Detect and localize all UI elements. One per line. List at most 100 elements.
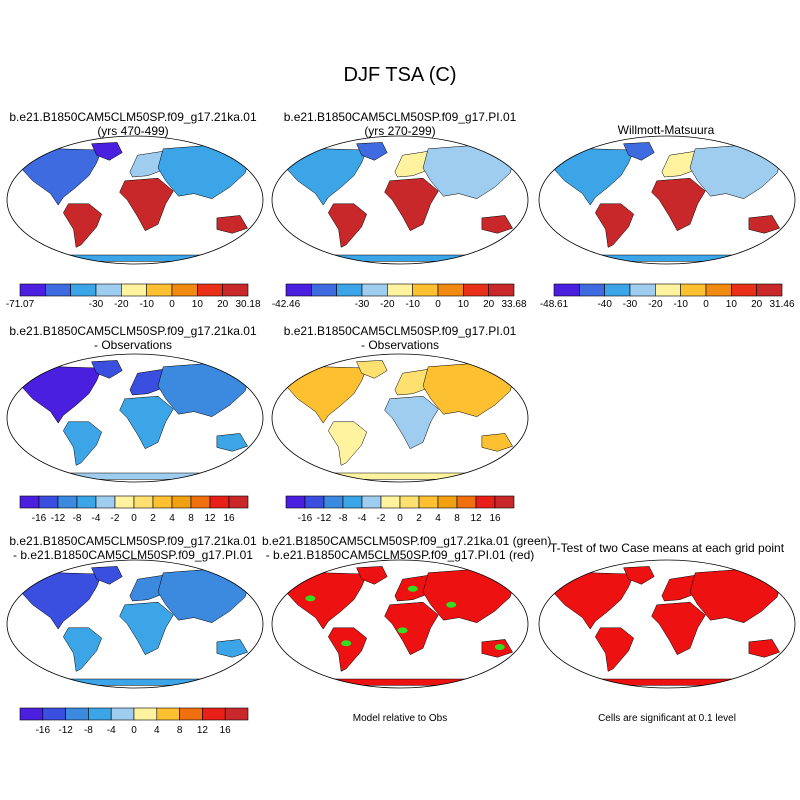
colorbar-4-box-8 bbox=[152, 495, 173, 509]
map-region-antarctica bbox=[39, 254, 231, 262]
map-region-australia bbox=[216, 433, 248, 452]
panel-4-title-line1: b.e21.B1850CAM5CLM50SP.f09_g17.21ka.01 bbox=[9, 324, 257, 338]
colorbar-5-box-4 bbox=[342, 495, 363, 509]
colorbar-5-tick-label: 4 bbox=[435, 513, 441, 524]
map-region-antarctica bbox=[304, 678, 496, 686]
panel-1-title: b.e21.B1850CAM5CLM50SP.f09_g17.21ka.01 (… bbox=[2, 110, 264, 138]
colorbar-4-tick-label: 4 bbox=[169, 513, 175, 524]
map-region-africa bbox=[384, 395, 439, 450]
map-region-greenland bbox=[356, 142, 388, 161]
map-region-australia bbox=[748, 215, 780, 234]
map-region-southamerica bbox=[63, 627, 103, 672]
map-region-australia bbox=[216, 215, 248, 234]
colorbar-4-tick-label: -16 bbox=[32, 513, 47, 524]
map-region-africa bbox=[651, 601, 706, 656]
colorbar-5-box-8 bbox=[418, 495, 439, 509]
map-land-3 bbox=[551, 142, 783, 262]
colorbar-2-tick-label: 10 bbox=[458, 299, 470, 310]
colorbar-2-tick-label: 20 bbox=[483, 299, 495, 310]
colorbar-4-box-6 bbox=[114, 495, 135, 509]
panel-5-title-line2: - Observations bbox=[360, 338, 440, 352]
colorbar-5-box-1 bbox=[285, 495, 306, 509]
panel-7-title-line1: b.e21.B1850CAM5CLM50SP.f09_g17.21ka.01 (… bbox=[262, 534, 552, 548]
map-land-7 bbox=[284, 566, 516, 686]
colorbar-5-tick-label: 16 bbox=[489, 513, 501, 524]
map-region-southamerica bbox=[595, 203, 635, 248]
panel-2-title-line2: (yrs 270-299) bbox=[364, 124, 436, 138]
colorbar-1-box-7 bbox=[171, 283, 198, 297]
map-region-africa bbox=[119, 395, 174, 450]
colorbar-6-tick-label: 4 bbox=[154, 725, 160, 736]
colorbar-1-tick-label: -10 bbox=[139, 299, 154, 310]
colorbar-6-box-9 bbox=[202, 707, 226, 721]
colorbar-4-box-1 bbox=[19, 495, 40, 509]
colorbar-2-min-label: -42.46 bbox=[272, 299, 301, 310]
map-panel-7 bbox=[271, 559, 529, 689]
colorbar-4-tick-label: 0 bbox=[131, 513, 137, 524]
map-region-greenland bbox=[91, 566, 123, 585]
colorbar-2: -30 -20 -10 0 10 20 -42.46 33.68 bbox=[272, 283, 527, 310]
panel-2-title: b.e21.B1850CAM5CLM50SP.f09_g17.PI.01 (yr… bbox=[268, 110, 532, 138]
map-green-cell-1 bbox=[397, 627, 408, 634]
panel-6-title-line1: b.e21.B1850CAM5CLM50SP.f09_g17.21ka.01 bbox=[9, 534, 257, 548]
colorbar-3-tick-label: 0 bbox=[703, 299, 709, 310]
map-region-greenland bbox=[91, 360, 123, 379]
map-region-greenland bbox=[623, 142, 655, 161]
colorbar-6-box-6 bbox=[133, 707, 158, 721]
map-region-antarctica bbox=[571, 254, 763, 262]
colorbar-5-box-5 bbox=[361, 495, 382, 509]
map-green-cell-4 bbox=[446, 601, 457, 608]
colorbar-4-tick-label: -2 bbox=[111, 513, 120, 524]
colorbar-4-tick-label: 16 bbox=[223, 513, 235, 524]
colorbar-6-tick-label: 12 bbox=[197, 725, 209, 736]
colorbar-5-box-12 bbox=[494, 495, 515, 509]
map-region-greenland bbox=[623, 566, 655, 585]
map-region-southamerica bbox=[595, 627, 635, 672]
panel-2-title-line1: b.e21.B1850CAM5CLM50SP.f09_g17.PI.01 bbox=[283, 110, 517, 124]
map-panel-8 bbox=[538, 559, 796, 689]
colorbar-6-box-2 bbox=[42, 707, 66, 721]
colorbar-4-box-7 bbox=[133, 495, 154, 509]
panel-7-title-line2: - b.e21.B1850CAM5CLM50SP.f09_g17.PI.01 (… bbox=[265, 548, 535, 562]
colorbar-5-box-3 bbox=[323, 495, 344, 509]
colorbar-1: -30 -20 -10 0 10 20 -71.07 30.18 bbox=[6, 283, 261, 310]
map-region-australia bbox=[481, 215, 513, 234]
colorbar-6: -16 -12 -8 -4 0 4 8 12 16 bbox=[19, 707, 249, 736]
map-region-antarctica bbox=[39, 472, 231, 480]
colorbar-6-box-3 bbox=[65, 707, 89, 721]
map-region-northamerica bbox=[19, 366, 103, 424]
colorbar-5-box-11 bbox=[475, 495, 496, 509]
colorbar-1-box-9 bbox=[222, 283, 249, 297]
colorbar-4: -16 -12 -8 -4 -2 0 2 4 8 12 16 bbox=[19, 495, 249, 524]
colorbar-1-box-2 bbox=[45, 283, 71, 297]
colorbar-6-box-10 bbox=[224, 707, 249, 721]
colorbar-2-tick-label: -30 bbox=[355, 299, 370, 310]
map-region-antarctica bbox=[304, 472, 496, 480]
colorbar-3: -40 -30 -20 -10 0 10 20 -48.61 31.46 bbox=[540, 283, 795, 310]
panel-7-caption: Model relative to Obs bbox=[352, 713, 448, 724]
colorbar-6-box-7 bbox=[156, 707, 180, 721]
colorbar-5-tick-label: -12 bbox=[317, 513, 332, 524]
colorbar-3-tick-label: -20 bbox=[648, 299, 663, 310]
map-panel-2 bbox=[271, 135, 529, 265]
map-region-greenland bbox=[356, 566, 388, 585]
colorbar-5-box-9 bbox=[437, 495, 458, 509]
colorbar-3-tick-label: 10 bbox=[726, 299, 738, 310]
colorbar-3-box-5 bbox=[655, 283, 681, 297]
colorbar-3-box-4 bbox=[629, 283, 656, 297]
map-region-antarctica bbox=[304, 254, 496, 262]
colorbar-5-tick-label: -16 bbox=[298, 513, 313, 524]
map-border-8 bbox=[538, 559, 796, 689]
colorbar-5-tick-label: 0 bbox=[397, 513, 403, 524]
colorbar-1-tick-label: 0 bbox=[169, 299, 175, 310]
map-region-australia bbox=[748, 639, 780, 658]
colorbar-6-tick-label: -4 bbox=[107, 725, 116, 736]
colorbar-2-tick-label: 0 bbox=[435, 299, 441, 310]
panel-8-title-line1: T-Test of two Case means at each grid po… bbox=[549, 541, 785, 555]
colorbar-3-box-3 bbox=[604, 283, 631, 297]
colorbar-3-box-6 bbox=[680, 283, 707, 297]
colorbar-2-box-3 bbox=[336, 283, 363, 297]
map-region-northamerica bbox=[284, 148, 368, 206]
map-panel-5 bbox=[271, 353, 529, 483]
